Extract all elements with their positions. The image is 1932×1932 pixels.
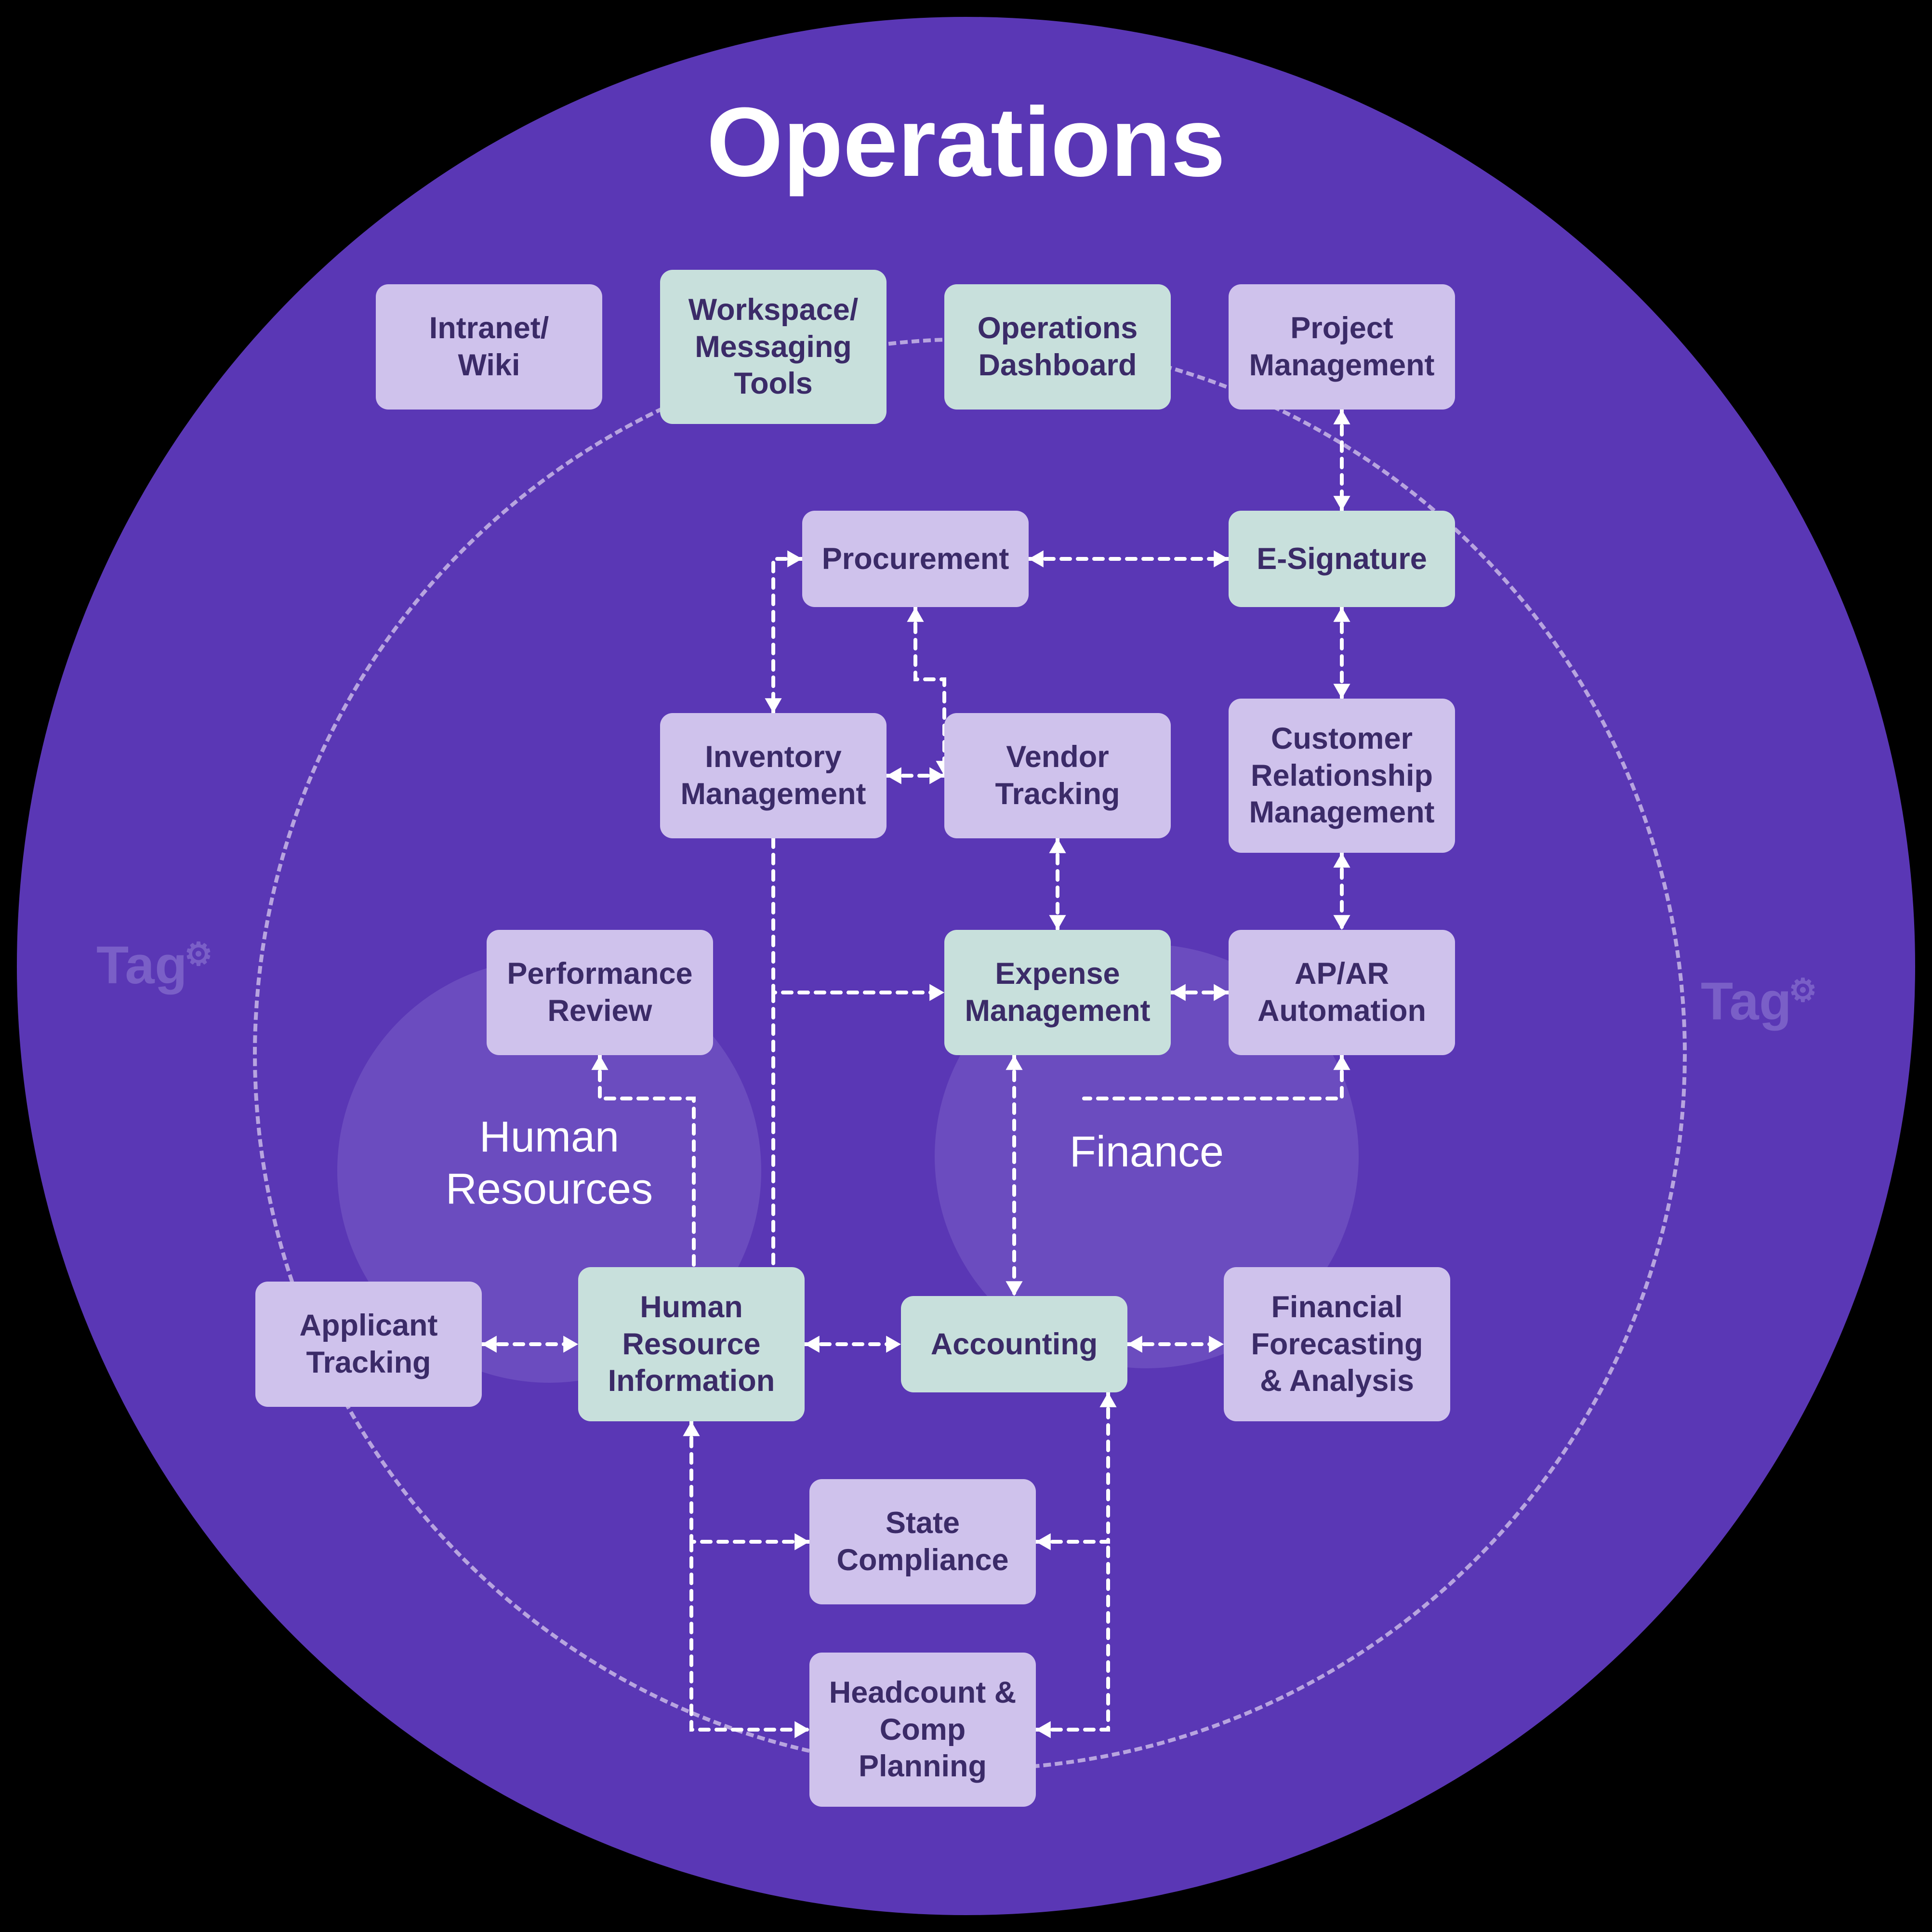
node-hri: HumanResourceInformation [578,1267,805,1421]
node-procure: Procurement [802,511,1029,607]
node-inventory: InventoryManagement [660,713,887,838]
node-apar: AP/ARAutomation [1229,930,1455,1055]
node-opsdash: OperationsDashboard [944,284,1171,410]
node-expense: ExpenseManagement [944,930,1171,1055]
node-applicant: ApplicantTracking [255,1282,482,1407]
diagram-title: Operations [0,86,1932,199]
sub-circle-label-fin: Finance [954,1126,1339,1178]
node-vendor: VendorTracking [944,713,1171,838]
node-state: StateCompliance [809,1479,1036,1604]
node-workspace: Workspace/MessagingTools [660,270,887,424]
node-forecast: FinancialForecasting& Analysis [1224,1267,1450,1421]
node-perf: PerformanceReview [487,930,713,1055]
node-account: Accounting [901,1296,1127,1392]
node-esign: E-Signature [1229,511,1455,607]
watermark-0: Tag⚙ [96,935,213,996]
node-projmgmt: ProjectManagement [1229,284,1455,410]
watermark-1: Tag⚙ [1701,971,1817,1032]
sub-circle-label-hr: HumanResources [357,1111,742,1215]
node-headcount: Headcount &CompPlanning [809,1653,1036,1807]
node-crm: CustomerRelationshipManagement [1229,699,1455,853]
diagram-stage: { "type": "flowchart", "canvas": { "widt… [0,0,1932,1932]
node-intranet: Intranet/Wiki [376,284,602,410]
